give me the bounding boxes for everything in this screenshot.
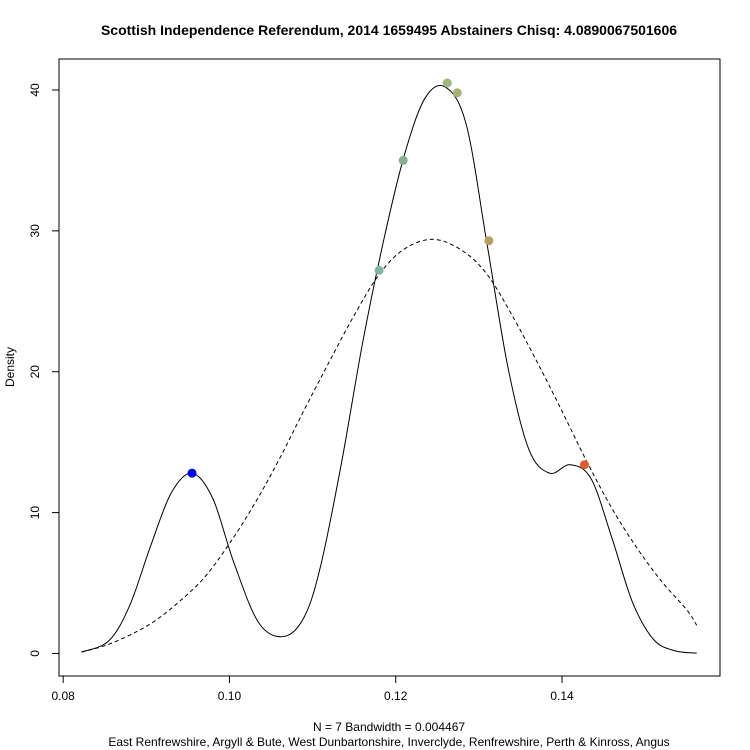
y-axis: 0 10 20 30 40 [28,83,60,657]
data-point [452,88,462,98]
y-tick-label: 0 [28,650,42,657]
data-point [484,236,494,246]
x-axis-label-stats: N = 7 Bandwidth = 0.004467 [313,720,465,734]
data-point [398,155,408,165]
data-point [442,78,452,88]
y-tick-label: 10 [28,506,42,520]
x-axis: 0.08 0.10 0.12 0.14 [51,675,574,703]
x-axis-label-regions: East Renfrewshire, Argyll & Bute, West D… [108,735,669,749]
data-points [187,78,589,478]
x-tick-label: 0.10 [218,689,242,703]
chart-title: Scottish Independence Referendum, 2014 1… [101,22,677,38]
data-point [374,265,384,275]
x-tick-label: 0.12 [384,689,408,703]
y-tick-label: 30 [28,224,42,238]
y-axis-label: Density [3,347,17,387]
data-point [187,468,197,478]
x-tick-label: 0.08 [51,689,75,703]
y-tick-label: 20 [28,365,42,379]
x-tick-label: 0.14 [550,689,574,703]
normal-fit-dashed-line [81,238,698,653]
y-tick-label: 40 [28,83,42,97]
data-point [579,460,589,470]
